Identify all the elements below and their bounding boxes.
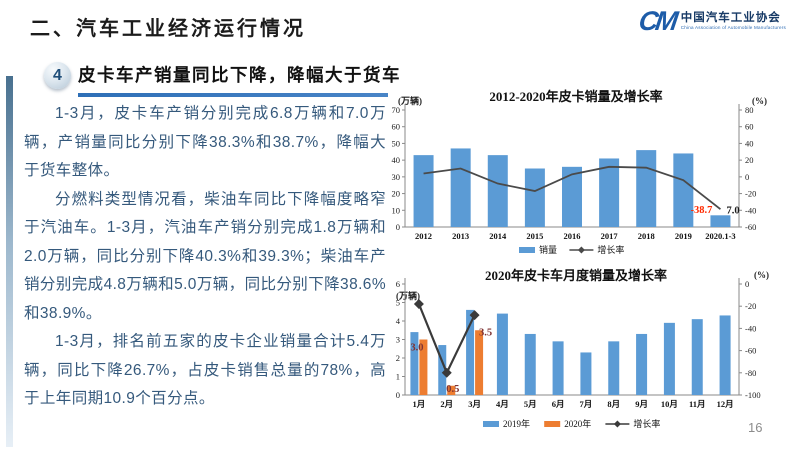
svg-text:80: 80 (745, 105, 754, 115)
svg-text:8月: 8月 (607, 399, 620, 409)
svg-text:0: 0 (745, 279, 749, 289)
svg-text:40: 40 (745, 138, 754, 148)
svg-text:2月: 2月 (440, 399, 453, 409)
svg-text:2013: 2013 (452, 231, 469, 241)
svg-text:2: 2 (396, 353, 400, 363)
svg-text:20: 20 (392, 189, 401, 199)
section-number-badge: 4 (44, 62, 71, 89)
body-paragraph: 1-3月，皮卡车产销分别完成6.8万辆和7.0万辆，产销量同比分别下降38.3%… (24, 105, 386, 179)
svg-text:3.0: 3.0 (410, 343, 423, 354)
svg-text:5: 5 (396, 298, 400, 308)
svg-text:40: 40 (392, 155, 401, 165)
svg-text:增长率: 增长率 (597, 244, 624, 255)
svg-text:4: 4 (396, 316, 401, 326)
svg-text:3.5: 3.5 (479, 327, 492, 338)
svg-text:-80: -80 (745, 368, 756, 378)
svg-text:2019: 2019 (675, 231, 692, 241)
svg-text:(万辆): (万辆) (396, 290, 420, 301)
body-paragraph: 1-3月，排名前五家的皮卡企业销量合计5.4万辆，同比下降26.7%，占皮卡销售… (24, 333, 386, 407)
svg-text:-38.7: -38.7 (691, 205, 713, 216)
svg-text:2012-2020年皮卡销量及增长率: 2012-2020年皮卡销量及增长率 (489, 89, 662, 104)
section-heading-block: 皮卡车产销量同比下降，降幅大于货车 (78, 62, 416, 97)
svg-text:10: 10 (392, 205, 401, 215)
svg-text:3月: 3月 (468, 399, 481, 409)
caam-logo: CM 中国汽车工业协会 China Association of Automob… (636, 6, 786, 36)
svg-text:60: 60 (745, 122, 754, 132)
page-number: 16 (748, 420, 763, 435)
svg-text:-60: -60 (745, 222, 756, 232)
logo-text: 中国汽车工业协会 China Association of Automobile… (681, 12, 786, 31)
svg-text:0: 0 (396, 222, 400, 232)
monthly-sales-chart: 2020年皮卡车月度销量及增长率 (万辆) (%) 0 1 2 3 4 5 6 0 -20 -40 -60… (388, 266, 798, 444)
svg-text:0.5: 0.5 (446, 384, 459, 395)
svg-text:6: 6 (396, 279, 400, 289)
svg-text:7月: 7月 (580, 399, 593, 409)
svg-text:(万辆): (万辆) (398, 95, 422, 106)
svg-text:(%): (%) (752, 96, 767, 106)
svg-text:2020年皮卡车月度销量及增长率: 2020年皮卡车月度销量及增长率 (485, 268, 667, 283)
svg-text:-40: -40 (745, 205, 756, 215)
svg-text:9月: 9月 (635, 399, 648, 409)
svg-text:12月: 12月 (717, 399, 734, 409)
annual-sales-chart: 2012-2020年皮卡销量及增长率 (万辆) (%) 0 10 20 30 40 50 60 70… (388, 86, 798, 268)
svg-text:70: 70 (392, 105, 401, 115)
svg-text:2015: 2015 (526, 231, 543, 241)
left-accent-bar (6, 76, 13, 447)
svg-text:60: 60 (392, 122, 401, 132)
svg-text:2017: 2017 (601, 231, 619, 241)
svg-text:4月: 4月 (496, 399, 509, 409)
svg-text:3: 3 (396, 335, 400, 345)
section-heading: 皮卡车产销量同比下降，降幅大于货车 (78, 65, 401, 85)
logo-name-en: China Association of Automobile Manufact… (680, 25, 786, 31)
svg-text:2020.1-3: 2020.1-3 (705, 231, 735, 241)
svg-text:(%): (%) (754, 270, 769, 280)
svg-text:2016: 2016 (564, 231, 581, 241)
cm-logo-icon: CM (636, 6, 677, 36)
svg-text:2019年: 2019年 (503, 418, 530, 429)
body-text: 1-3月，皮卡车产销分别完成6.8万辆和7.0万辆，产销量同比分别下降38.3%… (24, 100, 386, 414)
svg-text:-20: -20 (745, 189, 756, 199)
svg-text:30: 30 (392, 172, 401, 182)
svg-text:2020年: 2020年 (564, 418, 591, 429)
svg-text:2018: 2018 (638, 231, 655, 241)
svg-text:-100: -100 (745, 390, 761, 400)
svg-text:-60: -60 (745, 346, 756, 356)
svg-text:2014: 2014 (489, 231, 507, 241)
svg-text:增长率: 增长率 (633, 418, 660, 429)
svg-text:10月: 10月 (661, 399, 678, 409)
svg-text:50: 50 (392, 138, 401, 148)
svg-text:销量: 销量 (539, 244, 557, 255)
page-title: 二、汽车工业经济运行情况 (30, 18, 306, 40)
svg-text:7.0: 7.0 (726, 205, 739, 216)
svg-text:-40: -40 (745, 323, 756, 333)
svg-text:11月: 11月 (689, 399, 706, 409)
svg-text:0: 0 (396, 390, 400, 400)
svg-text:-20: -20 (745, 301, 756, 311)
svg-text:2012: 2012 (415, 231, 432, 241)
body-paragraph: 分燃料类型情况看，柴油车同比下降幅度略窄于汽油车。1-3月，汽油车产销分别完成1… (24, 190, 386, 322)
logo-name-cn: 中国汽车工业协会 (680, 12, 781, 25)
svg-text:0: 0 (745, 172, 749, 182)
heading-underline (78, 93, 416, 97)
svg-text:20: 20 (745, 155, 754, 165)
svg-text:6月: 6月 (552, 399, 565, 409)
svg-text:1月: 1月 (413, 399, 426, 409)
svg-text:5月: 5月 (524, 399, 537, 409)
svg-text:1: 1 (396, 372, 400, 382)
